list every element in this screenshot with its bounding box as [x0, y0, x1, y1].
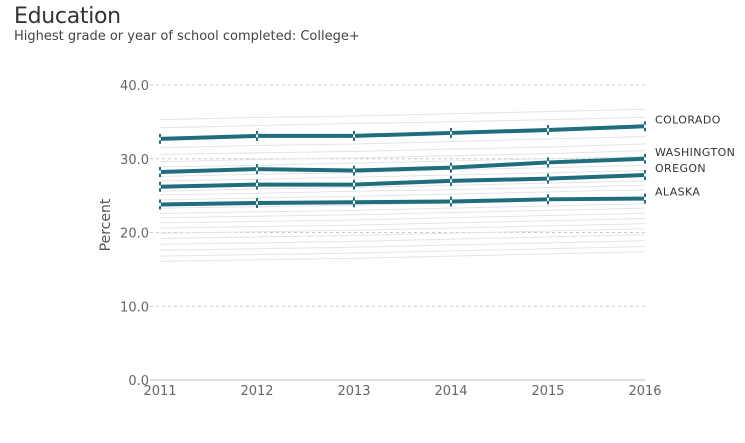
x-tick-label: 2013 [337, 384, 370, 399]
y-tick-label: 30.0 [120, 153, 149, 168]
series-label: COLORADO [655, 113, 721, 126]
y-axis-label: Percent [98, 198, 114, 251]
background-series-line [159, 228, 646, 239]
x-tick-label: 2014 [434, 384, 467, 399]
background-series-line [159, 251, 646, 262]
background-series-line [159, 116, 646, 129]
x-tick-label: 2012 [240, 384, 273, 399]
background-series-line [159, 246, 646, 257]
x-tick-label: 2015 [531, 384, 564, 399]
grid-lines [150, 84, 645, 381]
background-series-line [159, 223, 646, 234]
background-series-line [159, 180, 646, 192]
background-series-lines [159, 108, 646, 262]
chart-title: Education [14, 4, 121, 29]
series-line [159, 172, 646, 189]
background-series-line [159, 156, 646, 168]
series-label: WASHINGTON [655, 146, 735, 159]
background-series-line [159, 108, 646, 121]
background-series-line [159, 164, 646, 177]
y-tick-label: 20.0 [120, 227, 149, 242]
series-label: ALASKA [655, 186, 700, 199]
background-series-line [159, 150, 646, 163]
background-series-line [159, 189, 646, 201]
highlighted-series-lines [159, 121, 646, 210]
background-series-line [159, 234, 646, 245]
background-series-line [159, 212, 646, 224]
series-line [159, 124, 646, 141]
y-tick-label: 40.0 [120, 79, 149, 94]
background-series-line [159, 240, 646, 251]
series-labels: COLORADO WASHINGTON OREGON ALASKA [655, 113, 735, 198]
background-series-line [159, 136, 646, 149]
chart-subtitle: Highest grade or year of school complete… [14, 29, 360, 44]
background-series-line [159, 207, 646, 219]
x-tick-label: 2016 [628, 384, 661, 399]
background-series-line [159, 184, 646, 196]
x-tick-label: 2011 [143, 384, 176, 399]
background-series-line [159, 217, 646, 229]
background-series-line [159, 170, 646, 182]
series-label: OREGON [655, 162, 706, 175]
y-axis-ticks: 0.0 10.0 20.0 30.0 40.0 [120, 79, 149, 389]
background-series-line [159, 143, 646, 155]
y-tick-label: 0.0 [128, 374, 149, 389]
y-tick-label: 10.0 [120, 300, 149, 315]
x-axis-ticks: 2011 2012 2013 2014 2015 2016 [143, 384, 661, 399]
series-line [159, 156, 646, 175]
background-series-line [159, 203, 646, 214]
series-line [159, 196, 646, 207]
